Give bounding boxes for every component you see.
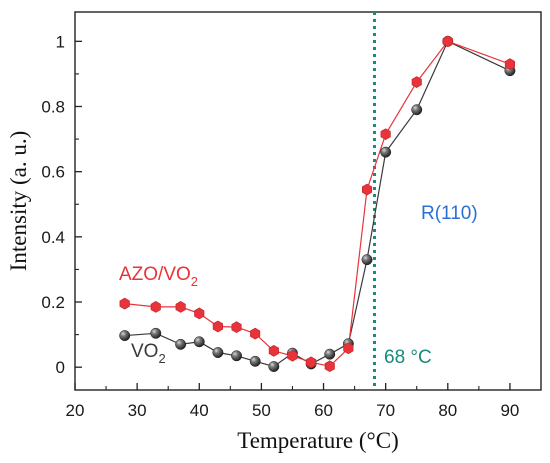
data-point-azo-vo2 [411,76,422,88]
y-tick-label: 1 [56,32,65,51]
data-point-vo2 [193,336,205,348]
annotation-r110: R(110) [421,203,478,224]
series-label-vo2-text: VO [131,341,158,362]
data-point-azo-vo2 [380,128,391,141]
data-point-azo-vo2 [324,360,335,373]
x-tick-label: 50 [252,401,271,420]
data-point-azo-vo2 [305,356,317,369]
data-point-vo2 [231,350,242,362]
data-point-azo-vo2 [175,301,186,313]
data-point-azo-vo2 [250,327,261,340]
y-tick-label: 0.6 [41,163,65,182]
data-point-vo2 [175,338,187,350]
series-label-vo2-subscript: 2 [158,351,165,366]
chart-marks [119,12,516,390]
axis-ticks: 20 30 40 50 60 70 80 90 0 0.2 0.4 0.6 0.8 1 [41,32,519,420]
data-point-vo2 [150,327,162,339]
x-tick-label: 20 [66,401,85,420]
data-point-azo-vo2 [150,301,161,313]
x-tick-label: 90 [500,401,519,420]
data-point-azo-vo2 [212,320,223,333]
x-tick-label: 30 [128,401,147,420]
y-tick-label: 0 [56,358,65,377]
data-point-vo2 [411,104,423,116]
data-point-azo-vo2 [268,345,279,357]
data-point-azo-vo2 [231,321,242,333]
data-point-vo2 [380,146,392,158]
data-point-vo2 [361,254,373,266]
data-point-azo-vo2 [194,307,205,320]
data-point-azo-vo2 [343,342,354,355]
x-axis-title: Temperature (°C) [237,428,398,453]
y-tick-label: 0.8 [41,98,65,117]
data-point-azo-vo2 [287,349,298,362]
data-point-vo2 [119,330,131,342]
y-axis-title: Intensity (a. u.) [6,131,31,272]
x-tick-label: 80 [438,401,457,420]
series-label-azo-vo2-subscript: 2 [191,274,198,289]
data-point-vo2 [249,355,261,367]
data-point-vo2 [324,348,336,360]
data-point-azo-vo2 [361,183,373,196]
series-label-azo-vo2: AZO/VO2 [119,264,198,289]
series-label-vo2: VO2 [131,341,166,366]
x-tick-label: 40 [190,401,209,420]
data-point-azo-vo2 [119,297,130,310]
annotation-transition-temp: 68 °C [384,347,432,368]
x-tick-label: 60 [314,401,333,420]
y-tick-label: 0.2 [41,293,65,312]
data-point-vo2 [212,347,224,358]
series-label-azo-vo2-text: AZO/VO [119,264,191,285]
data-point-azo-vo2 [504,58,516,70]
data-point-vo2 [268,361,280,372]
data-point-azo-vo2 [442,35,453,48]
y-tick-label: 0.4 [41,228,65,247]
plot-frame [74,11,542,391]
x-tick-label: 70 [376,401,395,420]
